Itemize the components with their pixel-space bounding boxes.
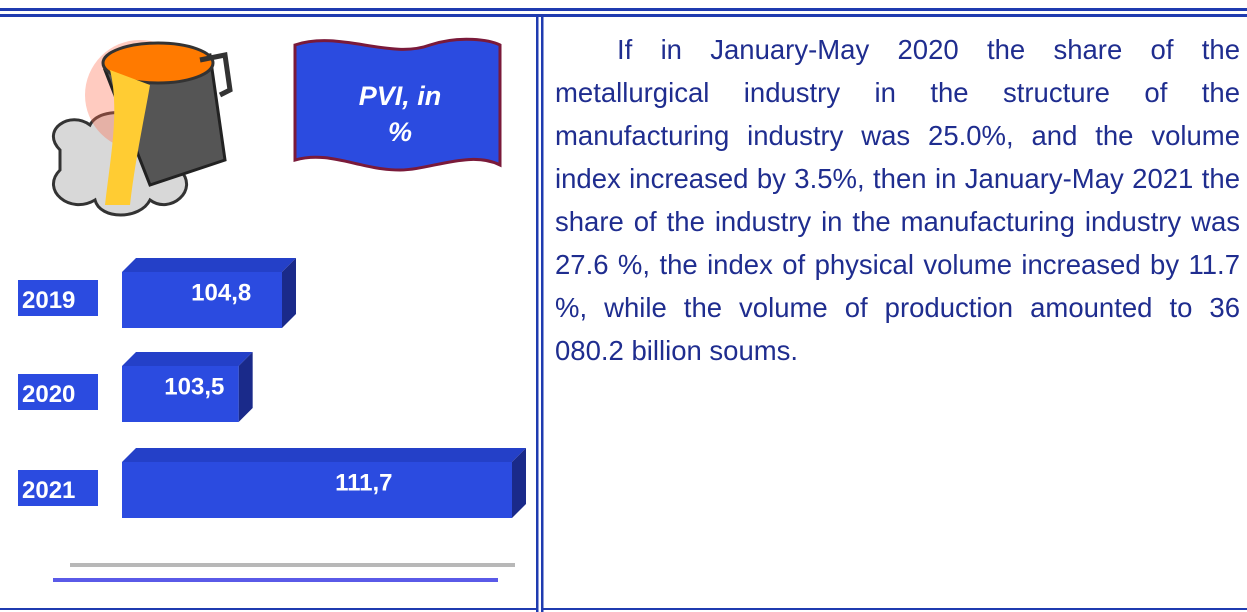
data-label: 104,8 bbox=[191, 279, 251, 306]
year-label-bg bbox=[18, 374, 98, 410]
decor-line bbox=[53, 578, 498, 582]
bar bbox=[122, 272, 282, 328]
bar-top bbox=[122, 352, 253, 366]
frame-line bbox=[0, 14, 1247, 17]
bar bbox=[122, 462, 512, 518]
y-tick-label: 2021 bbox=[22, 477, 75, 504]
paragraph: If in January-May 2020 the share of the … bbox=[555, 34, 1240, 366]
bar bbox=[122, 366, 239, 422]
frame-line bbox=[543, 608, 1247, 610]
year-label-bg bbox=[18, 470, 98, 506]
bar-top bbox=[122, 258, 296, 272]
y-tick-label: 2020 bbox=[22, 381, 75, 408]
bar-side bbox=[512, 448, 526, 518]
bar-side bbox=[238, 352, 253, 422]
decor-line bbox=[70, 563, 515, 567]
data-label: 103,5 bbox=[164, 373, 224, 400]
ladle-icon bbox=[52, 40, 233, 217]
bar-side bbox=[282, 258, 296, 328]
frame-line bbox=[0, 608, 536, 610]
y-tick-label: 2019 bbox=[22, 287, 75, 314]
frame-line bbox=[536, 17, 539, 612]
frame-line bbox=[541, 17, 544, 612]
year-label-bg bbox=[18, 280, 98, 316]
data-label: 111,7 bbox=[335, 469, 392, 496]
flag bbox=[293, 37, 502, 172]
chart-title: PVI, in % bbox=[358, 81, 442, 147]
frame-line bbox=[0, 8, 1247, 11]
bar-top bbox=[122, 448, 526, 462]
